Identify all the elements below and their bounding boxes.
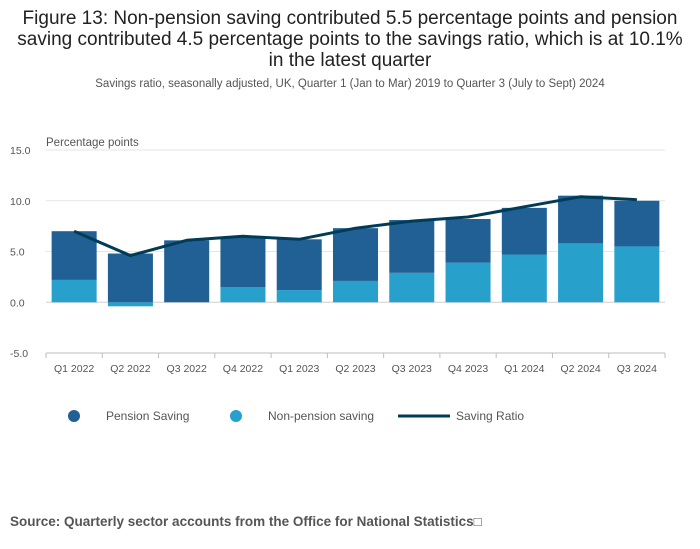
pension-bar [501,207,547,255]
x-tick-label: Q2 2022 [110,363,150,375]
chart-subtitle: Savings ratio, seasonally adjusted, UK, … [95,78,605,90]
x-tick-label: Q3 2024 [617,363,657,375]
y-tick-label: 0.0 [10,297,25,309]
pension-bar [164,240,210,303]
x-tick-label: Q1 2022 [54,363,94,375]
non-pension-bar [51,279,97,303]
legend-pension-swatch [68,410,80,422]
pension-bar [614,200,660,247]
y-tick-label: -5.0 [10,348,28,360]
source-text: Source: Quarterly sector accounts from t… [10,514,474,529]
pension-bar [445,219,491,263]
y-tick-label: 15.0 [10,145,31,157]
x-tick-label: Q4 2022 [223,363,263,375]
x-tick-label: Q3 2023 [392,363,432,375]
external-link-icon[interactable]: □ [473,514,482,529]
pension-bar [276,239,322,291]
y-tick-label: 10.0 [10,196,31,208]
x-tick-label: Q4 2023 [448,363,488,375]
pension-bar [558,195,604,244]
legend: Pension Saving Non-pension saving Saving R… [68,409,524,423]
x-tick-label: Q2 2024 [560,363,600,375]
non-pension-bar [389,272,435,303]
legend-non-pension-swatch [230,410,242,422]
x-axis: Q1 2022 Q2 2022 Q3 2022 Q4 2022 Q1 2023 Q2 20… [45,352,666,375]
y-axis-label: Percentage points [46,137,139,149]
y-tick-label: 5.0 [10,247,25,259]
chart-title: Figure 13: Non-pension saving contribute… [17,8,683,71]
non-pension-bar [558,243,604,303]
source-note: Source: Quarterly sector accounts from t… [10,514,482,529]
legend-ratio-label: Saving Ratio [456,409,524,423]
pension-bar [107,253,153,303]
saving-ratio-line [73,195,637,258]
pension-bar [389,220,435,273]
non-pension-bar [332,280,379,303]
non-pension-bar [107,302,153,307]
legend-non-pension-label: Non-pension saving [268,409,374,423]
non-pension-bar [501,254,547,303]
non-pension-bar [445,262,491,303]
saving-ratio-series [73,195,637,258]
bar-series [51,195,660,307]
legend-pension-label: Pension Saving [106,409,189,423]
pension-bar [220,237,266,288]
x-tick-label: Q3 2022 [167,363,207,375]
pension-bar [332,228,379,281]
non-pension-bar [220,287,266,303]
non-pension-bar [276,290,322,303]
x-tick-label: Q2 2023 [335,363,375,375]
x-tick-label: Q1 2023 [279,363,319,375]
y-axis-ticks: 15.0 10.0 5.0 0.0 -5.0 [10,145,31,360]
x-tick-label: Q1 2024 [504,363,544,375]
non-pension-bar [614,246,660,303]
